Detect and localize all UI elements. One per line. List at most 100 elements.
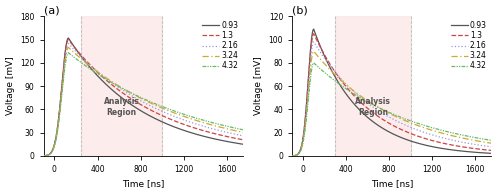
1.3 — [64, 44, 70, 46]
1.3 — [324, 58, 330, 60]
Line: 2.16: 2.16 — [44, 43, 243, 156]
2.16 — [312, 43, 318, 45]
Line: 4.32: 4.32 — [44, 53, 243, 156]
Y-axis label: Voltage [mV]: Voltage [mV] — [5, 57, 14, 115]
Text: Analysis
Region: Analysis Region — [355, 97, 391, 117]
0.93 — [463, 150, 469, 153]
2.16 — [66, 42, 72, 45]
2.16 — [324, 60, 330, 62]
0.93 — [311, 28, 317, 30]
Text: (b): (b) — [292, 6, 308, 16]
4.32 — [463, 135, 469, 137]
2.16 — [236, 134, 242, 136]
0.93 — [66, 37, 72, 39]
0.93 — [485, 152, 491, 154]
Line: 1.3: 1.3 — [292, 34, 492, 156]
1.3 — [489, 149, 495, 152]
Line: 3.24: 3.24 — [44, 47, 243, 156]
1.3 — [41, 155, 47, 157]
0.93 — [366, 117, 372, 119]
2.16 — [289, 155, 295, 157]
3.24 — [41, 155, 47, 157]
2.16 — [463, 142, 469, 144]
X-axis label: Time [ns]: Time [ns] — [371, 179, 413, 188]
3.24 — [485, 141, 491, 144]
1.3 — [117, 90, 123, 92]
4.32 — [66, 52, 72, 54]
0.93 — [64, 43, 70, 45]
3.24 — [324, 65, 330, 68]
1.3 — [311, 33, 317, 35]
Text: Analysis
Region: Analysis Region — [104, 97, 140, 117]
4.32 — [75, 59, 81, 62]
Legend: 0.93, 1.3, 2.16, 3.24, 4.32: 0.93, 1.3, 2.16, 3.24, 4.32 — [199, 18, 242, 74]
Bar — [335, 16, 411, 156]
Line: 2.16: 2.16 — [292, 42, 492, 156]
1.3 — [240, 139, 246, 141]
2.16 — [485, 145, 491, 147]
0.93 — [236, 142, 242, 145]
Line: 0.93: 0.93 — [292, 29, 492, 156]
Y-axis label: Voltage [mV]: Voltage [mV] — [254, 57, 263, 115]
0.93 — [240, 143, 246, 145]
3.24 — [236, 130, 242, 133]
3.24 — [66, 46, 72, 48]
0.93 — [489, 152, 495, 155]
4.32 — [240, 129, 246, 131]
Line: 0.93: 0.93 — [44, 38, 243, 156]
1.3 — [236, 138, 242, 140]
4.32 — [289, 155, 295, 157]
4.32 — [41, 155, 47, 157]
4.32 — [312, 63, 318, 65]
2.16 — [41, 155, 47, 157]
2.16 — [366, 103, 372, 105]
3.24 — [374, 106, 380, 108]
3.24 — [64, 51, 70, 54]
Line: 4.32: 4.32 — [292, 63, 492, 156]
1.3 — [485, 149, 491, 151]
2.16 — [117, 87, 123, 90]
4.32 — [311, 62, 317, 64]
2.16 — [311, 41, 317, 43]
Line: 3.24: 3.24 — [292, 51, 492, 156]
0.93 — [374, 124, 380, 126]
2.16 — [489, 146, 495, 148]
3.24 — [289, 155, 295, 157]
2.16 — [126, 93, 132, 95]
1.3 — [126, 96, 132, 98]
0.93 — [215, 138, 221, 141]
2.16 — [240, 135, 246, 137]
0.93 — [41, 155, 47, 157]
Text: (a): (a) — [44, 6, 59, 16]
3.24 — [240, 131, 246, 133]
1.3 — [289, 155, 295, 157]
1.3 — [374, 115, 380, 117]
3.24 — [311, 50, 317, 52]
4.32 — [366, 101, 372, 104]
1.3 — [463, 146, 469, 149]
4.32 — [374, 106, 380, 108]
1.3 — [215, 133, 221, 136]
1.3 — [75, 51, 81, 53]
0.93 — [117, 95, 123, 98]
4.32 — [324, 73, 330, 75]
2.16 — [374, 109, 380, 111]
4.32 — [236, 128, 242, 130]
3.24 — [463, 138, 469, 140]
X-axis label: Time [ns]: Time [ns] — [122, 179, 165, 188]
2.16 — [75, 53, 81, 55]
Legend: 0.93, 1.3, 2.16, 3.24, 4.32: 0.93, 1.3, 2.16, 3.24, 4.32 — [448, 18, 490, 74]
0.93 — [289, 155, 295, 157]
4.32 — [117, 86, 123, 88]
3.24 — [489, 142, 495, 144]
Line: 1.3: 1.3 — [44, 40, 243, 156]
0.93 — [312, 31, 318, 34]
1.3 — [312, 35, 318, 38]
2.16 — [215, 129, 221, 131]
1.3 — [366, 108, 372, 110]
Bar — [82, 16, 162, 156]
1.3 — [66, 38, 72, 41]
0.93 — [324, 60, 330, 62]
4.32 — [215, 123, 221, 125]
3.24 — [366, 100, 372, 103]
